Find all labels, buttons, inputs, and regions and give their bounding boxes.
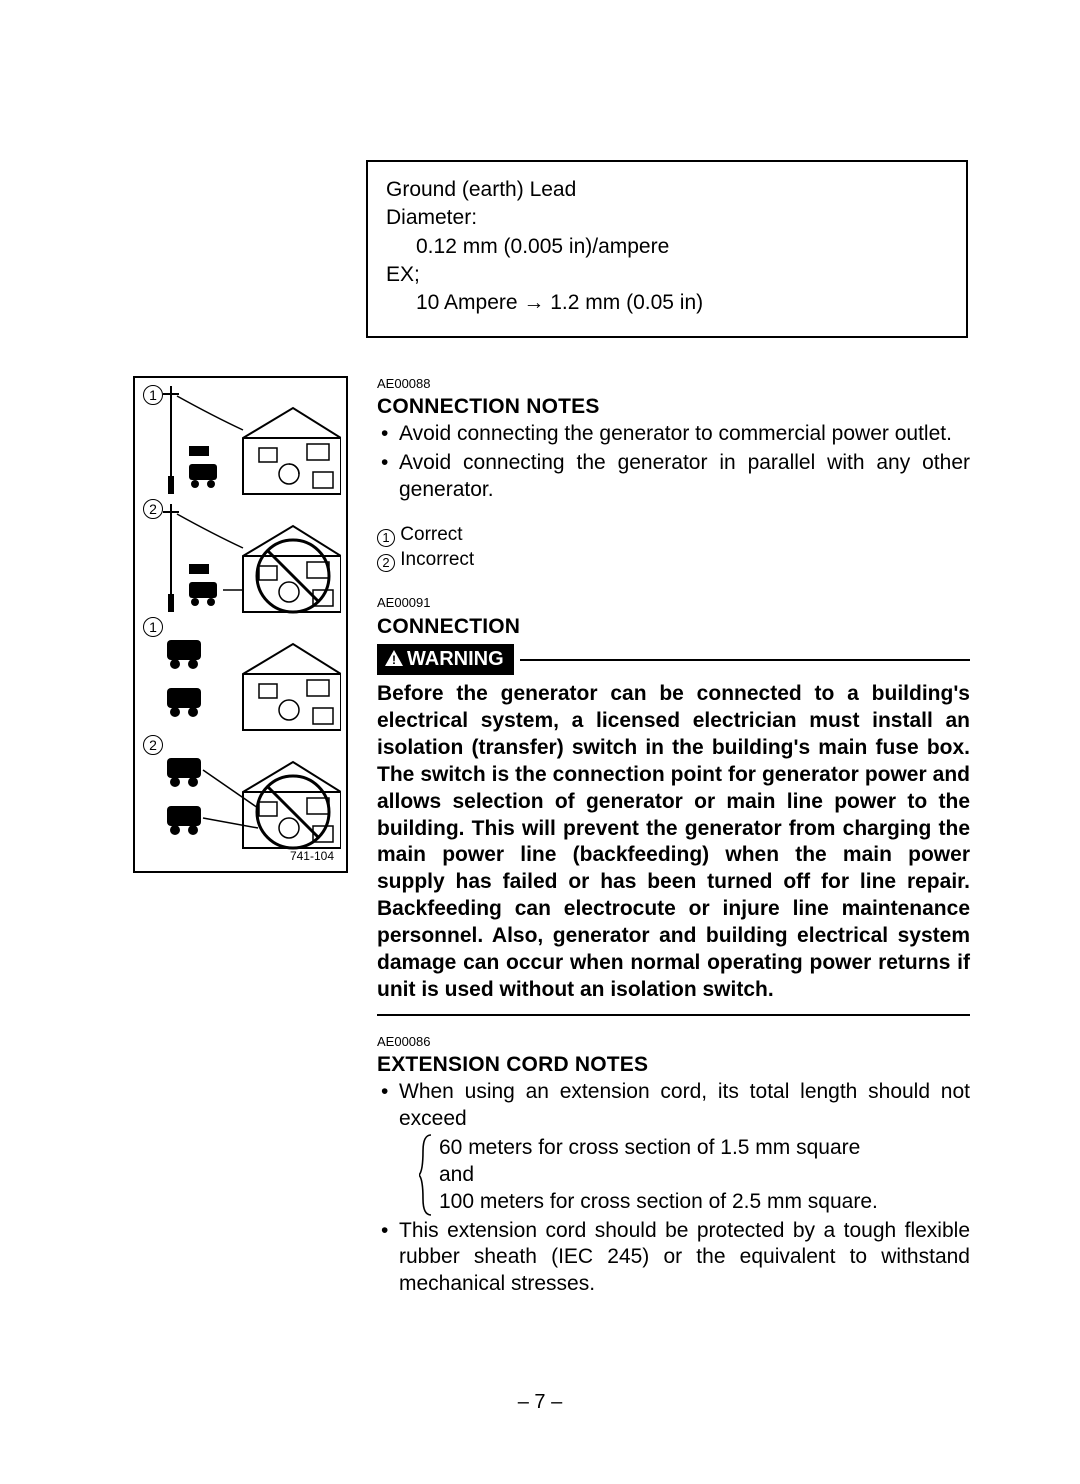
figure-callout-1b: 1 bbox=[143, 616, 163, 637]
brace-options: 60 meters for cross section of 1.5 mm sq… bbox=[399, 1135, 970, 1216]
figure-legend: 1 Correct 2 Incorrect bbox=[377, 522, 970, 573]
text-column: AE00088 CONNECTION NOTES Avoid connectin… bbox=[377, 376, 970, 1301]
diagram-panel-incorrect-parallel bbox=[163, 740, 341, 850]
ref-code: AE00088 bbox=[377, 376, 970, 393]
extension-notes-list: When using an extension cord, its total … bbox=[377, 1079, 970, 1298]
figure-callout-2b: 2 bbox=[143, 734, 163, 755]
warning-triangle-icon: ! bbox=[385, 650, 403, 669]
brace-line: and bbox=[439, 1162, 970, 1189]
brace-line: 60 meters for cross section of 1.5 mm sq… bbox=[439, 1135, 970, 1162]
warning-label: WARNING bbox=[407, 647, 504, 673]
heading-extension: EXTENSION CORD NOTES bbox=[377, 1052, 970, 1079]
spec-line: 10 Ampere → 1.2 mm (0.05 in) bbox=[386, 289, 948, 317]
legend-row: 1 Correct bbox=[377, 522, 970, 548]
ref-code: AE00086 bbox=[377, 1034, 970, 1051]
list-item: Avoid connecting the generator to commer… bbox=[377, 421, 970, 448]
brace-line: 100 meters for cross section of 2.5 mm s… bbox=[439, 1189, 970, 1216]
list-item: When using an extension cord, its total … bbox=[377, 1079, 970, 1215]
warning-rule bbox=[520, 659, 970, 661]
manual-page: Ground (earth) Lead Diameter: 0.12 mm (0… bbox=[0, 0, 1080, 1484]
figure-label: 741-104 bbox=[290, 849, 334, 863]
diagram-panel-incorrect-utility bbox=[163, 504, 341, 614]
figure-callout-1: 1 bbox=[143, 384, 163, 405]
ground-lead-spec-box: Ground (earth) Lead Diameter: 0.12 mm (0… bbox=[366, 160, 968, 338]
ref-code: AE00091 bbox=[377, 595, 970, 612]
figure-column: 1 2 1 2 bbox=[133, 376, 353, 1301]
heading-connection-notes: CONNECTION NOTES bbox=[377, 394, 970, 421]
svg-text:!: ! bbox=[392, 653, 396, 666]
spec-line: 0.12 mm (0.005 in)/ampere bbox=[386, 233, 948, 261]
connection-notes-list: Avoid connecting the generator to commer… bbox=[377, 421, 970, 504]
list-item: This extension cord should be protected … bbox=[377, 1218, 970, 1299]
spec-line: Diameter: bbox=[386, 204, 948, 232]
warning-heading-row: ! WARNING bbox=[377, 644, 970, 676]
figure-callout-2: 2 bbox=[143, 498, 163, 519]
spec-line: EX; bbox=[386, 261, 948, 289]
legend-row: 2 Incorrect bbox=[377, 547, 970, 573]
list-item: Avoid connecting the generator in parall… bbox=[377, 450, 970, 504]
heading-connection: CONNECTION bbox=[377, 614, 970, 641]
page-number: – 7 – bbox=[0, 1391, 1080, 1414]
warning-badge: ! WARNING bbox=[377, 644, 514, 676]
spec-line: Ground (earth) Lead bbox=[386, 176, 948, 204]
warning-body-text: Before the generator can be connected to… bbox=[377, 681, 970, 1004]
curly-brace-icon bbox=[419, 1133, 433, 1217]
diagram-panel-correct-utility bbox=[163, 386, 341, 496]
connection-diagram-figure: 1 2 1 2 bbox=[133, 376, 348, 873]
warning-end-rule bbox=[377, 1014, 970, 1016]
diagram-panel-correct-parallel bbox=[163, 622, 341, 732]
content-columns: 1 2 1 2 bbox=[133, 376, 970, 1301]
